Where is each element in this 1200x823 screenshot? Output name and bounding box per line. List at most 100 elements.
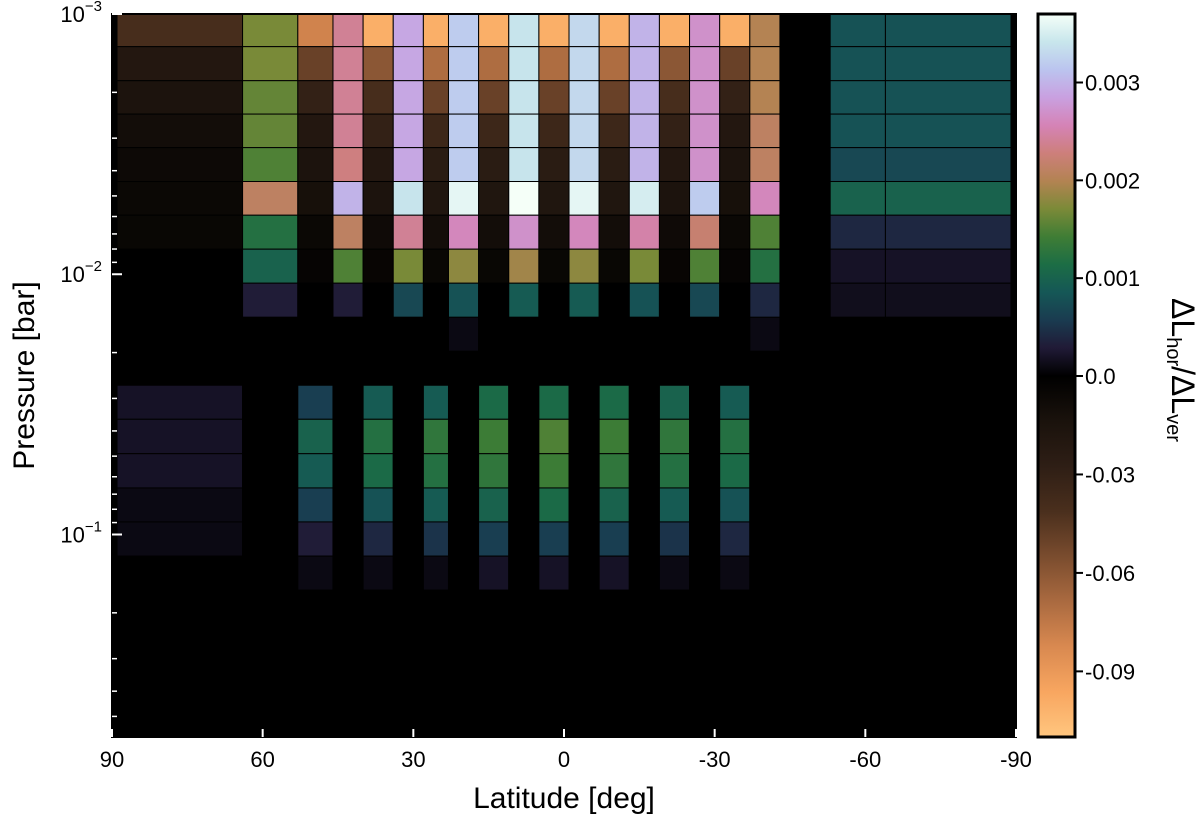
heatmap-cell [884,384,1012,420]
heatmap-cell [598,147,630,183]
heatmap-cell [829,624,886,660]
heatmap-cell [116,487,244,523]
heatmap-cell [568,181,600,216]
heatmap-cell [392,589,424,626]
heatmap-cell [628,384,660,420]
heatmap-cell [242,13,299,48]
heatmap-cell [447,624,480,660]
x-axis-label: Latitude [deg] [473,782,655,815]
heatmap-cell [658,80,691,115]
heatmap-cell [508,487,540,523]
heatmap-cell [332,316,364,352]
heatmap-cell [628,181,660,216]
heatmap-cell [598,418,630,455]
heatmap-cell [568,487,600,523]
heatmap-cell [749,46,781,82]
heatmap-cell [658,147,691,183]
heatmap-cell [508,147,540,183]
heatmap-cell [658,589,691,626]
heatmap-cell [749,13,781,48]
heatmap-cell [719,13,751,48]
x-tick-label: 30 [401,747,425,772]
heatmap-cell [478,181,510,216]
heatmap-cell [242,384,299,420]
heatmap-cell [628,453,660,489]
heatmap-cell [297,692,334,738]
heatmap-cell [116,589,244,626]
heatmap-cell [478,521,510,557]
heatmap-cell [884,555,1012,591]
heatmap-cell [538,113,570,149]
heatmap-cell [422,181,449,216]
heatmap-cell [658,658,691,694]
heatmap-cell [508,384,540,420]
heatmap-cell [116,453,244,489]
heatmap-cell [829,214,886,250]
heatmap-cell [719,248,751,284]
heatmap-cell [538,589,570,626]
heatmap-cell [422,316,449,352]
heatmap-cell [297,350,334,386]
heatmap-cell [719,418,751,455]
heatmap-cell [362,521,394,557]
heatmap-cell [719,147,751,183]
heatmap-cell [392,487,424,523]
heatmap-cell [568,692,600,738]
heatmap-cell [332,248,364,284]
heatmap-cell [508,248,540,284]
heatmap-cell [628,282,660,318]
heatmap-cell [689,248,721,284]
heatmap-cell [749,181,781,216]
heatmap-cell [829,521,886,557]
heatmap-cell [779,147,831,183]
heatmap-cell [362,658,394,694]
heatmap-cell [884,181,1012,216]
heatmap-cell [447,384,480,420]
y-axis-label: Pressure [bar] [8,281,41,469]
heatmap-cell [508,521,540,557]
heatmap-cell [478,453,510,489]
heatmap-cell [749,80,781,115]
heatmap-cell [297,418,334,455]
colorbar-tick-label: 0.003 [1085,70,1140,95]
heatmap-cell [447,418,480,455]
heatmap-cell [508,46,540,82]
heatmap-cell [568,384,600,420]
heatmap-cell [884,692,1012,738]
heatmap-cell [689,181,721,216]
heatmap-cell [297,384,334,420]
heatmap-cell [689,555,721,591]
heatmap-cell [829,316,886,352]
heatmap-cell [568,658,600,694]
heatmap-cell [447,13,480,48]
heatmap-cell [568,521,600,557]
heatmap-cell [116,282,244,318]
heatmap-cell [447,147,480,183]
heatmap-cell [332,46,364,82]
heatmap-cell [829,248,886,284]
heatmap-cell [447,248,480,284]
heatmap-cell [658,13,691,48]
heatmap-cell [779,589,831,626]
y-tick-label: 10−1 [60,518,102,547]
heatmap-cell [116,181,244,216]
heatmap-cell [508,316,540,352]
heatmap-cell [478,147,510,183]
heatmap-cell [362,624,394,660]
heatmap-cell [779,181,831,216]
heatmap-cell [719,555,751,591]
heatmap-cell [719,316,751,352]
heatmap-cell [779,316,831,352]
y-tick-label: 10−2 [60,258,102,287]
heatmap-cell [297,282,334,318]
heatmap-cell [689,418,721,455]
heatmap-cell [478,692,510,738]
heatmap-cell [719,46,751,82]
heatmap-cell [332,384,364,420]
heatmap-cell [628,555,660,591]
heatmap-cell [568,214,600,250]
heatmap-cell [779,113,831,149]
heatmap-cell [689,147,721,183]
heatmap-cell [598,658,630,694]
heatmap-cell [779,80,831,115]
